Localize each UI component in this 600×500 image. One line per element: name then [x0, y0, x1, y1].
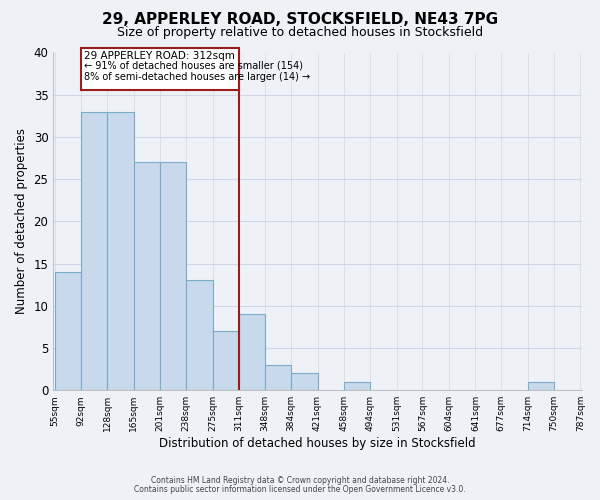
Bar	[81, 112, 107, 390]
Bar	[291, 374, 317, 390]
Bar	[160, 162, 186, 390]
Bar	[212, 331, 239, 390]
Text: ← 91% of detached houses are smaller (154): ← 91% of detached houses are smaller (15…	[84, 61, 303, 71]
Bar	[344, 382, 370, 390]
Bar	[134, 162, 160, 390]
Bar	[265, 365, 291, 390]
Text: 29, APPERLEY ROAD, STOCKSFIELD, NE43 7PG: 29, APPERLEY ROAD, STOCKSFIELD, NE43 7PG	[102, 12, 498, 28]
Bar	[55, 272, 81, 390]
Bar	[186, 280, 212, 390]
Text: Contains HM Land Registry data © Crown copyright and database right 2024.: Contains HM Land Registry data © Crown c…	[151, 476, 449, 485]
Text: 8% of semi-detached houses are larger (14) →: 8% of semi-detached houses are larger (1…	[84, 72, 310, 82]
Bar	[81, 48, 239, 90]
Bar	[239, 314, 265, 390]
Text: Contains public sector information licensed under the Open Government Licence v3: Contains public sector information licen…	[134, 485, 466, 494]
Bar	[107, 112, 134, 390]
Bar	[528, 382, 554, 390]
Y-axis label: Number of detached properties: Number of detached properties	[15, 128, 28, 314]
Text: Size of property relative to detached houses in Stocksfield: Size of property relative to detached ho…	[117, 26, 483, 39]
X-axis label: Distribution of detached houses by size in Stocksfield: Distribution of detached houses by size …	[159, 437, 476, 450]
Text: 29 APPERLEY ROAD: 312sqm: 29 APPERLEY ROAD: 312sqm	[85, 51, 235, 61]
